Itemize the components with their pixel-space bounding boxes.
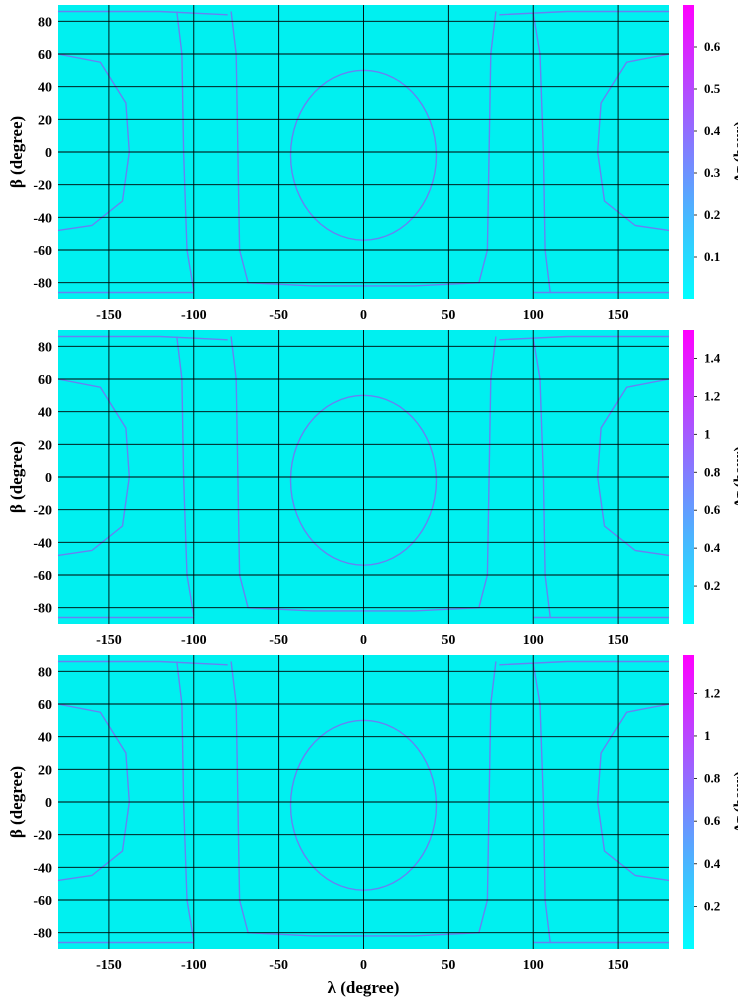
- y-tick-label: 20: [38, 438, 52, 453]
- x-tick-label: -50: [269, 308, 288, 323]
- colorbar-tick-label: 1: [704, 728, 711, 743]
- top-left-band: [58, 660, 228, 666]
- colorbar-gradient: [683, 330, 694, 624]
- y-tick-label: 0: [45, 146, 52, 161]
- y-tick-label: -80: [33, 602, 52, 617]
- y-tick-label: -60: [33, 894, 52, 909]
- top-right-band: [499, 335, 669, 341]
- y-tick-label: 0: [45, 796, 52, 811]
- top-left-band: [58, 335, 228, 341]
- x-tick-label: -50: [269, 633, 288, 648]
- colorbar-tick-label: 1.2: [704, 685, 720, 700]
- x-tick-label: 150: [608, 633, 629, 648]
- colorbar-tick-label: 0.5: [704, 81, 721, 96]
- x-tick-label: 0: [360, 633, 367, 648]
- colorbar-tick-label: 0.8: [704, 771, 721, 786]
- top-right-band: [499, 660, 669, 666]
- central-loop-curve: [289, 69, 438, 241]
- y-tick-label: -20: [33, 179, 52, 194]
- top-left-band: [58, 10, 228, 16]
- y-tick-label: 60: [38, 48, 52, 63]
- y-tick-label: 0: [45, 471, 52, 486]
- colorbar-tick-label: 0.3: [704, 165, 721, 180]
- y-tick-label: -40: [33, 536, 52, 551]
- colorbar-1: 0.1 0.2 0.3 0.4 0.5 0.6 Δτ (hour): [683, 5, 738, 299]
- central-loop-curve: [289, 394, 438, 566]
- colorbar-tick-label: 0.1: [704, 249, 720, 264]
- colorbar-tick-label: 1: [704, 426, 711, 441]
- y-tick-label: 80: [38, 340, 52, 355]
- y-tick-label: 60: [38, 698, 52, 713]
- y-tick-label: -40: [33, 861, 52, 876]
- colorbar-label: Δτ (hour): [732, 122, 738, 183]
- colorbar-gradient: [683, 5, 694, 299]
- x-tick-label: 150: [608, 958, 629, 973]
- y-tick-label: -80: [33, 277, 52, 292]
- x-tick-label: 50: [441, 958, 455, 973]
- colorbar-tick-label: 0.6: [704, 502, 721, 517]
- colorbar-tick-label: 0.8: [704, 464, 721, 479]
- x-tick-label: 100: [523, 958, 544, 973]
- x-tick-label: -100: [181, 958, 207, 973]
- y-tick-label: 40: [38, 81, 52, 96]
- x-tick-label: 50: [441, 308, 455, 323]
- y-tick-label: 20: [38, 763, 52, 778]
- y-tick-label: 60: [38, 373, 52, 388]
- central-loop-curve: [289, 719, 438, 891]
- y-tick-label: -20: [33, 504, 52, 519]
- x-tick-label: -50: [269, 958, 288, 973]
- x-tick-label: -150: [96, 958, 122, 973]
- colorbar-tick-label: 0.4: [704, 123, 721, 138]
- heatmap-panel-2: 80 60 40 20 0 -20 -40 -60 -80 -150 -100 -50 0 50 100 15…: [7, 330, 669, 648]
- heatmap-panel-3: 80 60 40 20 0 -20 -40 -60 -80 -150 -100 -50 0 50 100 15…: [7, 655, 669, 973]
- colorbar-label: Δτ (hour): [732, 447, 738, 508]
- colorbar-tick-label: 0.2: [704, 898, 720, 913]
- y-tick-label: 40: [38, 406, 52, 421]
- colorbar-tick-label: 0.4: [704, 856, 721, 871]
- y-tick-label: 80: [38, 665, 52, 680]
- grid-lines: [58, 5, 669, 299]
- grid-lines: [58, 655, 669, 949]
- colorbar-gradient: [683, 655, 694, 949]
- colorbar-label: Δτ (hour): [732, 772, 738, 833]
- y-tick-label: -80: [33, 927, 52, 942]
- colorbar-tick-label: 1.4: [704, 350, 721, 365]
- x-tick-label: 0: [360, 958, 367, 973]
- y-tick-label: 20: [38, 113, 52, 128]
- grid-lines: [58, 330, 669, 624]
- y-axis-label: β (degree): [7, 441, 26, 513]
- x-tick-label: -150: [96, 308, 122, 323]
- colorbar-tick-label: 0.2: [704, 207, 720, 222]
- x-axis-label: λ (degree): [328, 978, 400, 997]
- x-tick-label: 100: [523, 308, 544, 323]
- y-tick-label: 40: [38, 731, 52, 746]
- heatmap-panel-1: 80 60 40 20 0 -20 -40 -60 -80 -150 -100 -50 0 50 100 15…: [7, 5, 669, 323]
- colorbar-3: 0.2 0.4 0.6 0.8 1 1.2 Δτ (hour): [683, 655, 738, 949]
- y-axis-label: β (degree): [7, 116, 26, 188]
- top-right-band: [499, 10, 669, 16]
- x-tick-label: -100: [181, 308, 207, 323]
- colorbar-tick-label: 0.6: [704, 39, 721, 54]
- y-axis-label: β (degree): [7, 766, 26, 838]
- colorbar-tick-label: 0.2: [704, 578, 720, 593]
- y-tick-label: -60: [33, 569, 52, 584]
- y-tick-label: -20: [33, 829, 52, 844]
- y-tick-label: 80: [38, 15, 52, 30]
- x-tick-label: 100: [523, 633, 544, 648]
- x-tick-label: -150: [96, 633, 122, 648]
- x-tick-label: -100: [181, 633, 207, 648]
- x-tick-label: 50: [441, 633, 455, 648]
- x-tick-label: 0: [360, 308, 367, 323]
- colorbar-tick-label: 0.6: [704, 813, 721, 828]
- y-tick-label: -40: [33, 211, 52, 226]
- colorbar-tick-label: 1.2: [704, 388, 720, 403]
- colorbar-2: 0.2 0.4 0.6 0.8 1 1.2 1.4 Δτ (hour): [683, 330, 738, 624]
- x-tick-label: 150: [608, 308, 629, 323]
- y-tick-label: -60: [33, 244, 52, 259]
- colorbar-tick-label: 0.4: [704, 540, 721, 555]
